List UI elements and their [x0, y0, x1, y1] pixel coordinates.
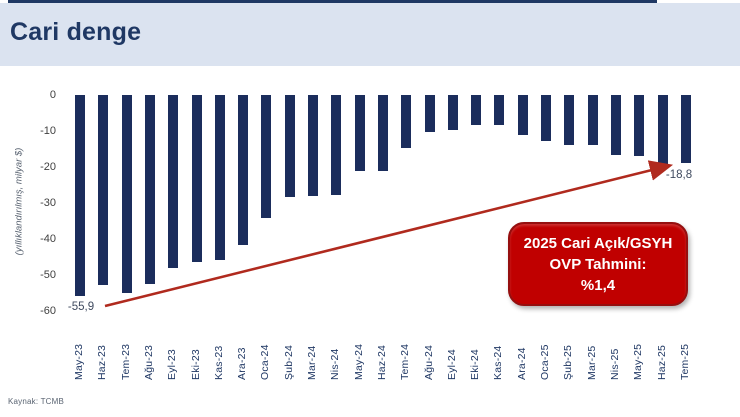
- last-bar-data-label: -18,8: [665, 169, 693, 181]
- bar: [98, 95, 109, 286]
- bar: [634, 95, 645, 157]
- x-axis-tick-label: May-23: [73, 343, 85, 380]
- bar: [121, 95, 132, 293]
- y-axis-tick-label: -40: [40, 233, 56, 245]
- x-axis-tick-label: Şub-24: [282, 344, 295, 380]
- y-axis-tick-label: -60: [40, 305, 56, 317]
- bar: [541, 95, 551, 142]
- bar: [587, 95, 598, 146]
- bar: [354, 95, 365, 172]
- x-axis-tick-label: Ağu-24: [422, 344, 435, 380]
- bar: [401, 95, 412, 149]
- x-axis-tick-label: Kas-24: [492, 345, 505, 380]
- x-axis-tick-label: May-24: [352, 343, 365, 380]
- ovp-forecast-callout: 2025 Cari Açık/GSYH OVP Tahmini: %1,4: [508, 222, 688, 306]
- bar: [517, 95, 528, 135]
- x-axis-tick-label: Eki-23: [189, 349, 202, 380]
- x-axis-tick-label: Kas-23: [212, 345, 225, 380]
- bar: [680, 95, 691, 163]
- x-axis-tick-label: Ağu-23: [142, 344, 155, 380]
- x-axis-tick-label: Haz-24: [375, 344, 388, 380]
- page-title: Cari denge: [10, 18, 142, 46]
- x-axis-tick-label: Nis-24: [329, 348, 342, 380]
- x-axis-tick-label: Tem-24: [399, 343, 412, 380]
- first-bar-data-label: -55,9: [67, 301, 95, 313]
- x-axis-tick-label: May-25: [632, 343, 645, 380]
- x-axis-tick-label: Tem-23: [119, 343, 132, 380]
- x-axis-tick-label: Ara-24: [515, 347, 528, 380]
- y-axis-tick-label: -50: [40, 269, 56, 281]
- callout-line-3: %1,4: [580, 276, 616, 294]
- bar: [447, 95, 458, 131]
- x-axis-tick-label: Şub-25: [562, 344, 575, 380]
- x-axis-tick-label: Oca-25: [539, 344, 551, 380]
- y-axis-tick-label: 0: [49, 89, 56, 101]
- x-axis-tick-label: Tem-25: [678, 343, 691, 380]
- x-axis-tick-label: Eki-24: [469, 349, 482, 380]
- bar: [284, 95, 295, 198]
- x-axis-tick-label: Mar-25: [585, 345, 598, 380]
- bar: [471, 95, 482, 125]
- bar: [144, 95, 155, 285]
- x-axis-tick-label: Haz-23: [96, 344, 109, 380]
- x-axis-tick-label: Haz-25: [655, 344, 668, 380]
- x-axis-tick-label: Nis-25: [608, 348, 621, 380]
- bar: [238, 95, 249, 245]
- bar: [377, 95, 388, 172]
- y-axis-tick-label: -30: [40, 197, 56, 209]
- bar: [75, 95, 85, 297]
- bar: [308, 95, 318, 197]
- y-axis-tick-label: -20: [40, 161, 56, 173]
- bar: [657, 95, 668, 165]
- y-axis-tick-label: -10: [40, 125, 56, 137]
- header-band: Cari denge: [0, 3, 740, 66]
- bar: [261, 95, 272, 218]
- bar: [331, 95, 342, 196]
- x-axis-tick-label: Ara-23: [236, 347, 249, 380]
- bar: [564, 95, 575, 145]
- bar: [168, 95, 179, 269]
- source-note: Kaynak: TCMB: [8, 397, 65, 406]
- bar: [494, 95, 505, 125]
- bar: [424, 95, 435, 133]
- x-axis-tick-label: Mar-24: [306, 345, 318, 380]
- x-axis-tick-label: Eyl-23: [166, 349, 179, 380]
- bar: [610, 95, 621, 156]
- callout-line-1: 2025 Cari Açık/GSYH: [523, 234, 673, 252]
- bar: [191, 95, 202, 263]
- top-accent-line: [8, 0, 657, 3]
- x-axis-tick-label: Oca-24: [259, 344, 272, 380]
- callout-line-2: OVP Tahmini:: [549, 255, 647, 273]
- x-axis-tick-label: Eyl-24: [445, 349, 458, 380]
- bar: [214, 95, 225, 260]
